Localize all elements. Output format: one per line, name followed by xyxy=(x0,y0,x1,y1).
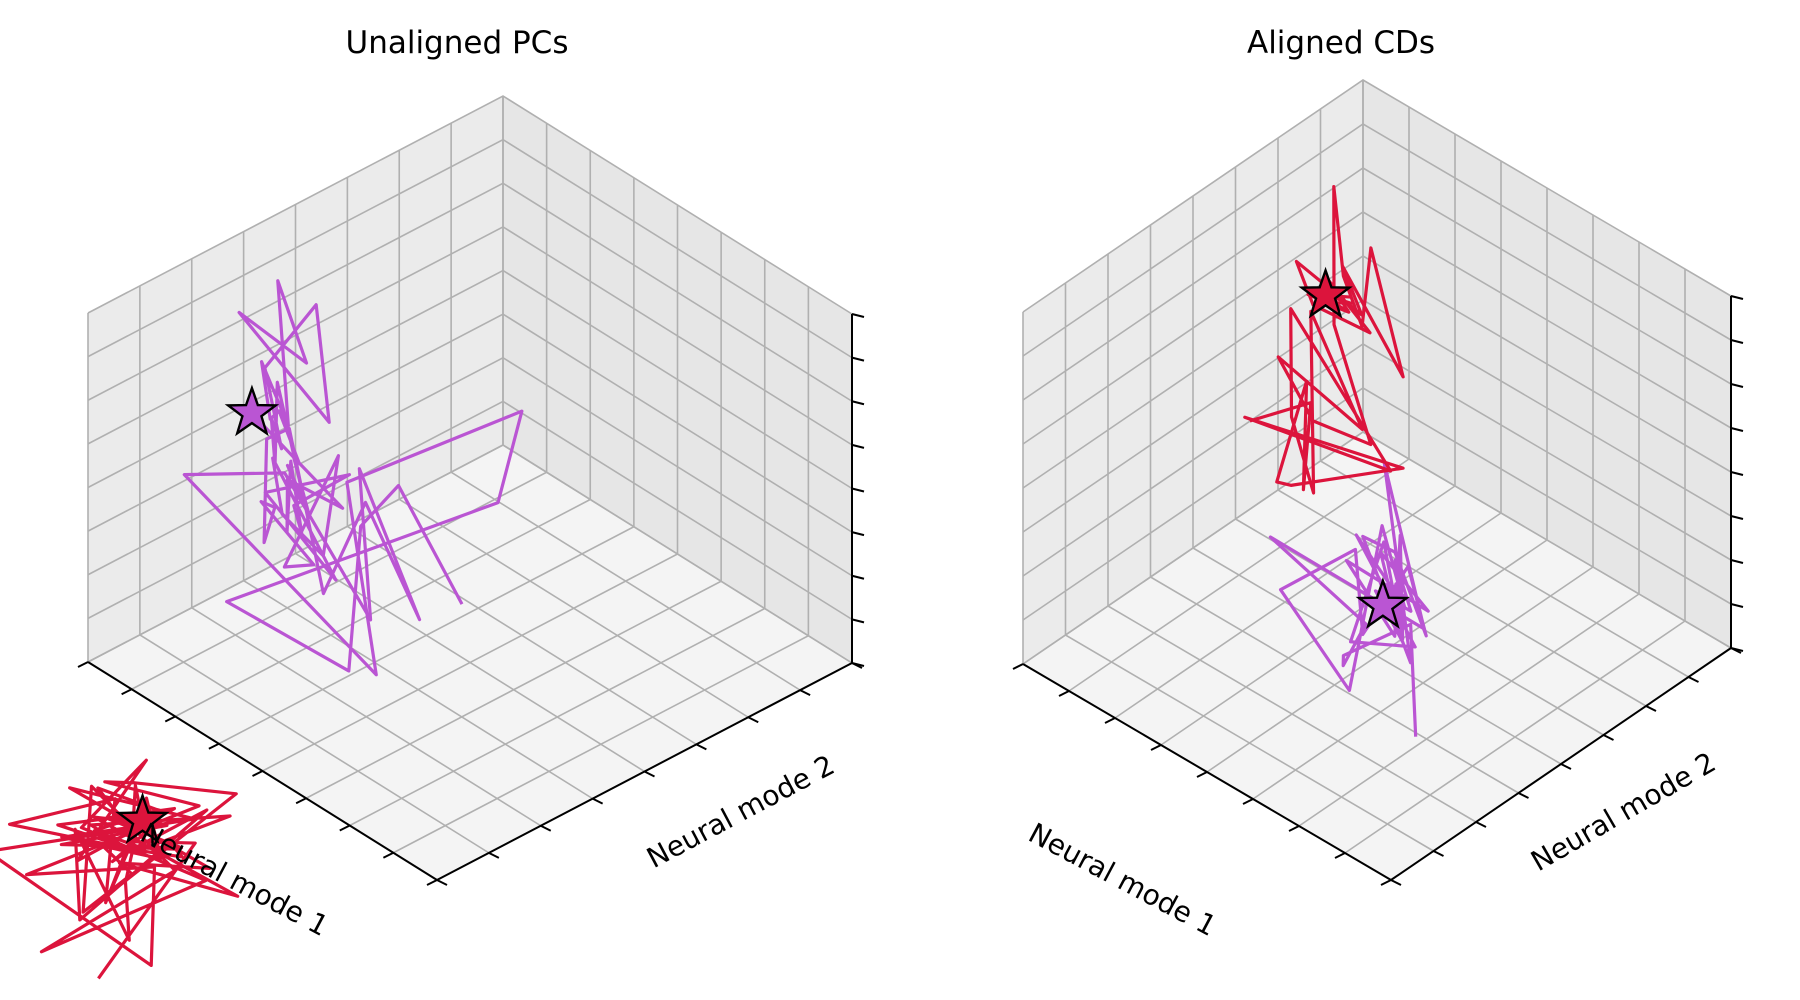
z-tick xyxy=(851,618,865,624)
y-tick xyxy=(1688,676,1699,683)
x-tick xyxy=(1150,744,1162,751)
z-tick xyxy=(1730,471,1744,476)
x-tick xyxy=(208,742,220,750)
x-axis-label: Neural mode 1 xyxy=(135,816,334,943)
y-tick xyxy=(1475,821,1487,828)
y-tick xyxy=(1433,850,1444,857)
x-tick xyxy=(426,879,438,886)
x-tick xyxy=(1288,825,1300,832)
x-tick xyxy=(1196,771,1208,778)
y-axis-label: Neural mode 2 xyxy=(641,748,840,875)
y-tick xyxy=(1730,647,1742,654)
z-tick xyxy=(1730,295,1744,300)
panel-aligned-cds: Aligned CDs Neural mode 1 Neural mode 2 xyxy=(1012,25,1744,943)
purple-trajectory xyxy=(182,279,524,677)
z-tick xyxy=(1730,427,1744,432)
x-tick xyxy=(1334,852,1346,859)
y-tick xyxy=(1603,734,1614,741)
x-tick xyxy=(121,688,133,696)
y-tick xyxy=(488,851,500,859)
x-tick xyxy=(1104,717,1116,724)
x-tick xyxy=(77,661,89,668)
z-tick xyxy=(851,356,865,362)
x-tick xyxy=(252,770,263,777)
x-tick xyxy=(1242,798,1254,805)
red-start-star xyxy=(115,792,170,844)
x-tick xyxy=(382,851,394,859)
z-tick xyxy=(851,313,865,318)
x-tick xyxy=(1380,879,1392,886)
y-tick xyxy=(799,689,811,697)
y-tick xyxy=(540,824,552,832)
gridline xyxy=(87,95,853,315)
z-tick xyxy=(1730,515,1744,520)
y-tick xyxy=(1560,763,1572,770)
gridline xyxy=(1362,80,1732,649)
purple-start-star xyxy=(224,384,280,437)
gridline xyxy=(1022,79,1732,313)
y-tick xyxy=(747,716,759,724)
x-tick xyxy=(295,797,307,805)
y-tick xyxy=(592,797,604,805)
z-tick xyxy=(1730,383,1744,388)
red-start-star xyxy=(1298,266,1353,319)
x-tick xyxy=(339,824,351,832)
x-axis-label: Neural mode 1 xyxy=(1023,816,1222,943)
y-tick xyxy=(1645,705,1657,712)
y-tick xyxy=(1518,792,1529,799)
x-tick xyxy=(1058,690,1070,697)
chart-title: Aligned CDs xyxy=(1247,25,1435,61)
red-trajectory xyxy=(0,758,240,980)
y-tick xyxy=(1390,879,1402,886)
y-tick xyxy=(436,879,448,886)
z-tick xyxy=(1730,603,1744,608)
x-tick xyxy=(1012,663,1024,670)
chart-title: Unaligned PCs xyxy=(346,25,569,61)
z-tick xyxy=(851,487,865,493)
z-tick xyxy=(851,574,865,580)
panel-unaligned-pcs: Unaligned PCs Neural mode 1 Neural mode … xyxy=(0,25,865,980)
z-tick xyxy=(851,443,865,449)
x-tick xyxy=(164,715,176,723)
purple-start-star xyxy=(1355,577,1411,629)
z-tick xyxy=(851,531,865,537)
y-tick xyxy=(644,770,655,778)
y-tick xyxy=(851,662,863,669)
z-tick xyxy=(851,400,865,406)
z-tick xyxy=(1730,339,1744,344)
gridline xyxy=(502,96,853,664)
z-tick xyxy=(1730,559,1744,564)
y-tick xyxy=(695,743,707,751)
